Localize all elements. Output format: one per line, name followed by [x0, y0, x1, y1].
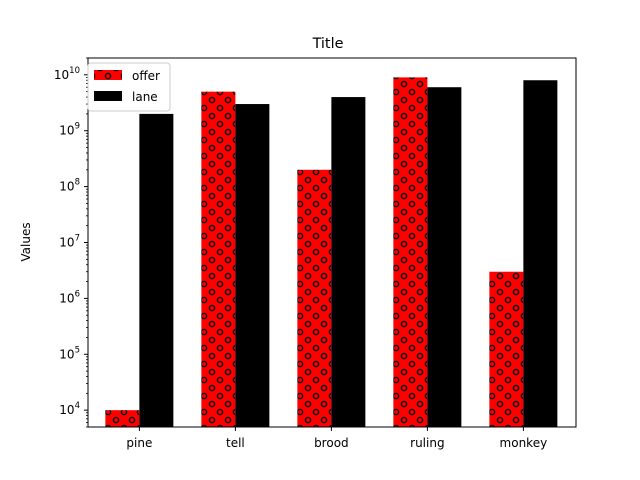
legend-swatch-offer: [94, 70, 122, 80]
bar-offer-monkey: [489, 271, 524, 427]
bar-lane-monkey: [523, 80, 558, 428]
x-tick-label-ruling: ruling: [410, 436, 444, 450]
bar-offer-tell: [201, 91, 236, 428]
bars-group: [105, 77, 558, 428]
bar-offer-ruling: [393, 77, 428, 428]
bar-offer-brood: [297, 169, 332, 427]
bar-offer-pine: [105, 410, 140, 427]
chart-title: Title: [312, 36, 344, 52]
bar-lane-tell: [235, 104, 270, 427]
x-tick-label-brood: brood: [314, 436, 349, 450]
bar-lane-ruling: [427, 87, 462, 428]
x-tick-label-monkey: monkey: [500, 436, 548, 450]
legend: offer lane: [87, 62, 171, 112]
legend-swatch-lane: [94, 91, 122, 101]
bar-lane-pine: [139, 113, 174, 427]
bar-lane-brood: [331, 97, 366, 427]
legend-label-offer: offer: [132, 69, 160, 83]
y-axis-label: Values: [19, 222, 33, 261]
x-tick-label-tell: tell: [226, 436, 245, 450]
legend-label-lane: lane: [132, 90, 158, 104]
x-tick-label-pine: pine: [126, 436, 152, 450]
axes-group: pine tell brood ruling monkey104105106107108…: [54, 57, 577, 450]
